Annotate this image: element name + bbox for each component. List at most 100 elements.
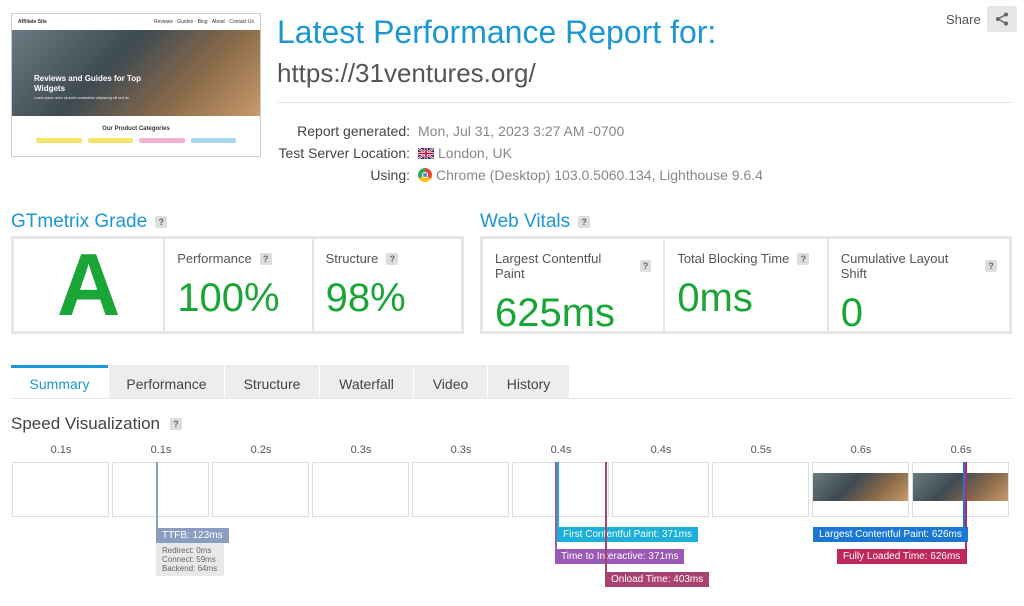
report-tabs: Summary Performance Structure Waterfall … [11,365,570,399]
header-divider [277,102,1012,103]
section-title: GTmetrix Grade [11,211,148,232]
tab-performance[interactable]: Performance [109,365,224,399]
thumb-categories: Our Product Categories [102,126,170,132]
filmstrip-frame[interactable] [512,462,609,517]
help-icon[interactable]: ? [386,252,399,265]
label-text: Largest Contentful Paint [495,251,602,281]
lcp-marker-line [963,462,965,540]
timeline-tick: 0.4s [550,444,572,456]
structure-score: Structure? 98% [313,239,461,331]
gtmetrix-grade-panel: A Performance? 100% Structure? 98% [11,235,464,334]
ttfb-connect: Connect: 59ms [162,555,216,564]
tab-video[interactable]: Video [414,365,487,399]
timeline-tick: 0.6s [850,444,872,456]
timeline-tick: 0.6s [950,444,972,456]
report-url[interactable]: https://31ventures.org/ [277,58,536,88]
onload-marker-line [605,462,607,586]
thumb-site-name: Affiliate Site [18,19,47,25]
thumb-hero-title: Reviews and Guides for Top Widgets [34,74,141,93]
frame-nav [813,463,908,473]
ttfb-label: TTFB: 123ms [156,528,229,543]
timeline-tick: 0.2s [250,444,272,456]
meta-value: London, UK [418,145,512,161]
tab-waterfall[interactable]: Waterfall [320,365,413,399]
filmstrip-frame[interactable] [712,462,809,517]
tab-history[interactable]: History [488,365,569,399]
fully-loaded-marker-line [965,462,967,564]
timeline-tick: 0.5s [750,444,772,456]
section-title: Speed Visualization [11,414,161,433]
tti-marker-line [555,462,557,564]
label-text: Structure [325,251,379,266]
filmstrip-frame[interactable] [212,462,309,517]
help-icon[interactable]: ? [639,260,652,272]
cls-label: Cumulative Layout Shift? [840,251,998,281]
performance-label: Performance? [177,251,299,266]
share-control[interactable]: Share [946,6,1017,32]
ttfb-marker-line [156,462,158,528]
share-button[interactable] [986,6,1017,32]
tab-structure[interactable]: Structure [225,365,319,399]
thumb-category-bars [12,138,260,143]
page-screenshot-thumbnail[interactable]: Affiliate Site Reviews · Guides · Blog ·… [11,13,261,157]
label-text: Cumulative Layout Shift [840,251,949,281]
timeline-tick: 0.1s [50,444,72,456]
ttfb-details: Redirect: 0ms Connect: 59ms Backend: 64m… [156,543,224,576]
ttfb-redirect: Redirect: 0ms [162,546,212,555]
tbt-label: Total Blocking Time? [677,251,814,266]
uk-flag-icon [418,147,434,159]
section-title: Web Vitals [480,211,571,232]
filmstrip-frame[interactable] [812,462,909,517]
tbt-value: 0ms [677,276,753,320]
share-label: Share [946,11,981,27]
help-icon[interactable]: ? [155,216,168,228]
thumb-hero-sub: Lorem ipsum dolor sit amet consectetur a… [34,96,129,100]
label-text: Performance [177,251,252,266]
help-icon[interactable]: ? [259,252,272,265]
label-text: Total Blocking Time [677,251,790,266]
fcp-label: First Contentful Paint: 371ms [557,527,698,542]
performance-score: Performance? 100% [165,239,312,331]
thumb-nav: Affiliate Site Reviews · Guides · Blog ·… [12,14,260,30]
structure-label: Structure? [326,251,449,266]
timeline-tick: 0.1s [150,444,172,456]
onload-label: Onload Time: 403ms [605,572,710,587]
frame-nav [913,463,1008,473]
help-icon[interactable]: ? [578,216,591,228]
browser-info: Chrome (Desktop) 103.0.5060.134, Lightho… [436,167,763,183]
performance-value: 100% [177,276,280,320]
filmstrip-frame[interactable] [912,462,1009,517]
fully-loaded-label: Fully Loaded Time: 626ms [837,549,967,564]
server-location: London, UK [438,145,512,161]
chrome-icon [418,168,432,182]
filmstrip-frame[interactable] [412,462,509,517]
frame-hero [813,473,908,501]
thumb-nav-links: Reviews · Guides · Blog · About · Contac… [153,19,254,25]
help-icon[interactable]: ? [985,260,998,272]
filmstrip-frame[interactable] [312,462,409,517]
filmstrip-frame[interactable] [112,462,209,517]
timeline-tick: 0.3s [350,444,372,456]
web-vitals-heading: Web Vitals ? [480,211,591,233]
help-icon[interactable]: ? [170,418,183,430]
help-icon[interactable]: ? [797,252,810,265]
meta-label: Using: [370,167,410,183]
filmstrip-frame[interactable] [612,462,709,517]
meta-value: Chrome (Desktop) 103.0.5060.134, Lightho… [418,167,763,183]
meta-label: Test Server Location: [278,145,410,161]
lcp-metric: Largest Contentful Paint? 625ms [483,239,664,335]
web-vitals-panel: Largest Contentful Paint? 625ms Total Bl… [480,236,1012,335]
tab-summary[interactable]: Summary [11,365,108,399]
report-meta: Report generated: Mon, Jul 31, 2023 3:27… [277,120,763,186]
filmstrip-frame[interactable] [12,462,109,517]
thumb-hero: Reviews and Guides for Top Widgets Lorem… [12,30,260,116]
frame-hero [913,473,1008,501]
meta-using: Using: Chrome (Desktop) 103.0.5060.134, … [277,164,763,186]
timeline-tick: 0.3s [450,444,472,456]
lcp-marker-label: Largest Contentful Paint: 626ms [813,527,968,542]
gtmetrix-grade-heading: GTmetrix Grade ? [11,211,168,233]
structure-value: 98% [325,276,406,320]
lcp-label: Largest Contentful Paint? [495,251,652,281]
lcp-value: 625ms [495,291,616,335]
timeline-tick: 0.4s [650,444,672,456]
